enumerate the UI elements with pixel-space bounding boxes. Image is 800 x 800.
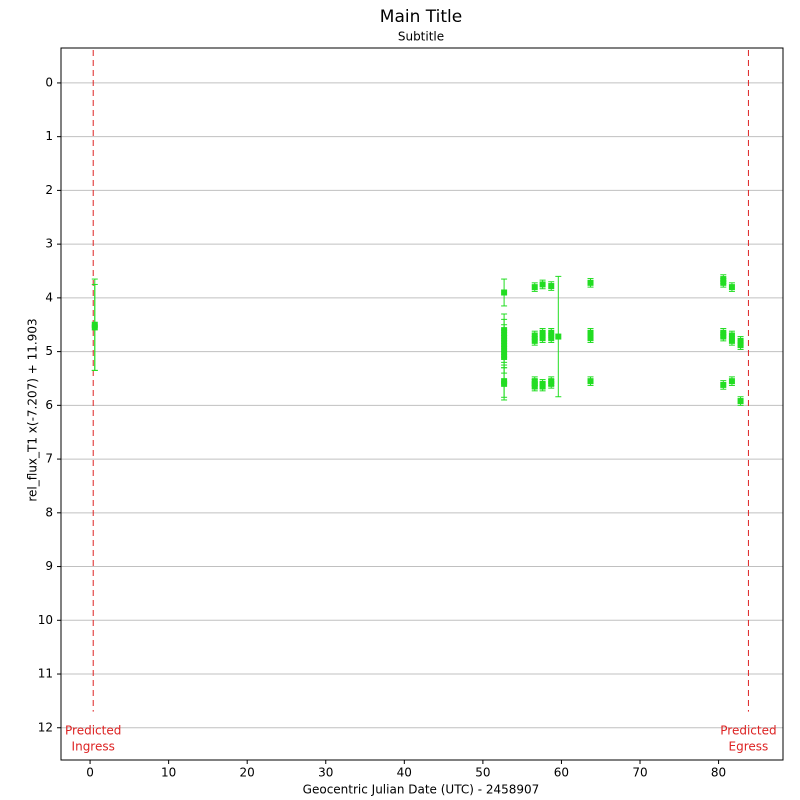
y-tick-label: 0: [45, 75, 53, 89]
chart-subtitle: Subtitle: [398, 30, 444, 44]
y-tick-label: 10: [38, 613, 53, 627]
y-tick-label: 1: [45, 129, 53, 143]
point: [728, 337, 735, 344]
y-tick-label: 9: [45, 559, 53, 573]
y-tick-label: 5: [45, 344, 53, 358]
x-tick-label: 50: [475, 766, 490, 780]
point: [531, 383, 538, 390]
point: [587, 335, 594, 342]
point: [555, 333, 562, 340]
x-tick-label: 20: [240, 766, 255, 780]
point: [728, 378, 735, 385]
y-tick-label: 6: [45, 398, 53, 412]
point: [91, 324, 98, 331]
point: [531, 332, 538, 339]
point: [728, 284, 735, 291]
y-tick-label: 12: [38, 720, 53, 734]
plot-frame: [60, 47, 784, 761]
point: [548, 329, 555, 336]
point: [548, 283, 555, 290]
point: [548, 380, 555, 387]
x-tick-label: 10: [161, 766, 176, 780]
x-tick-label: 0: [86, 766, 94, 780]
point: [501, 289, 508, 296]
marker-label: Predicted: [65, 723, 121, 737]
y-tick-label: 11: [38, 667, 53, 681]
point: [531, 284, 538, 291]
point: [587, 378, 594, 385]
chart-title: Main Title: [380, 7, 462, 27]
x-tick-label: 60: [554, 766, 569, 780]
y-tick-label: 3: [45, 237, 53, 251]
point: [539, 383, 546, 390]
point: [501, 353, 508, 360]
point: [720, 279, 727, 286]
y-tick-label: 4: [45, 290, 53, 304]
y-tick-label: 2: [45, 183, 53, 197]
x-axis-label: Geocentric Julian Date (UTC) - 2458907: [303, 783, 540, 797]
point: [539, 335, 546, 342]
x-tick-label: 70: [632, 766, 647, 780]
marker-label: Predicted: [720, 723, 776, 737]
point: [737, 342, 744, 349]
point: [531, 337, 538, 344]
marker-label: Egress: [729, 739, 769, 753]
point: [501, 380, 508, 387]
point: [737, 398, 744, 405]
point: [720, 333, 727, 340]
marker-label: Ingress: [72, 739, 115, 753]
x-tick-label: 30: [318, 766, 333, 780]
point: [548, 335, 555, 342]
y-axis-label: rel_flux_T1 x(-7.207) + 11.903: [26, 318, 40, 501]
point: [587, 329, 594, 336]
point: [539, 329, 546, 336]
point: [728, 332, 735, 339]
x-tick-label: 40: [397, 766, 412, 780]
point: [587, 279, 594, 286]
y-tick-label: 7: [45, 452, 53, 466]
x-tick-label: 80: [711, 766, 726, 780]
point: [539, 281, 546, 288]
y-tick-label: 8: [45, 505, 53, 519]
point: [720, 381, 727, 388]
